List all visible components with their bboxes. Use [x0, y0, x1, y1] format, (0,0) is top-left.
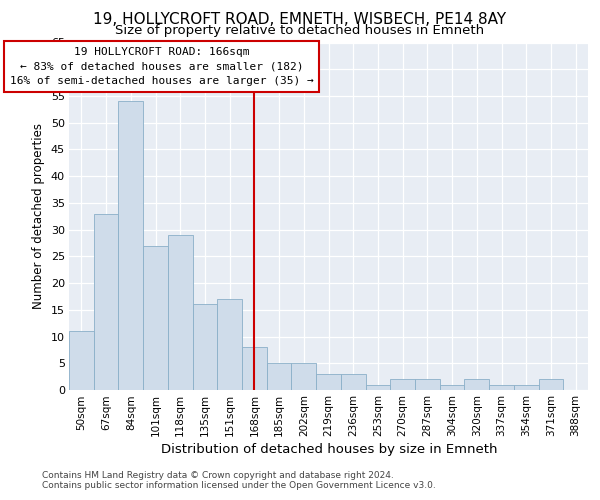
Bar — [118, 102, 143, 390]
Text: Size of property relative to detached houses in Emneth: Size of property relative to detached ho… — [115, 24, 485, 37]
Bar — [514, 384, 539, 390]
Bar — [69, 331, 94, 390]
Text: Contains HM Land Registry data © Crown copyright and database right 2024.: Contains HM Land Registry data © Crown c… — [42, 471, 394, 480]
Bar — [168, 235, 193, 390]
Bar — [217, 299, 242, 390]
Bar — [390, 380, 415, 390]
Bar — [242, 347, 267, 390]
Bar — [440, 384, 464, 390]
Bar — [341, 374, 365, 390]
Text: Contains public sector information licensed under the Open Government Licence v3: Contains public sector information licen… — [42, 481, 436, 490]
Bar — [415, 380, 440, 390]
Bar — [143, 246, 168, 390]
Bar — [193, 304, 217, 390]
Bar — [365, 384, 390, 390]
Bar — [316, 374, 341, 390]
Text: 19 HOLLYCROFT ROAD: 166sqm
← 83% of detached houses are smaller (182)
16% of sem: 19 HOLLYCROFT ROAD: 166sqm ← 83% of deta… — [10, 47, 314, 86]
Y-axis label: Number of detached properties: Number of detached properties — [32, 123, 45, 309]
Bar — [94, 214, 118, 390]
Text: Distribution of detached houses by size in Emneth: Distribution of detached houses by size … — [161, 442, 497, 456]
Bar — [292, 364, 316, 390]
Bar — [539, 380, 563, 390]
Bar — [464, 380, 489, 390]
Text: 19, HOLLYCROFT ROAD, EMNETH, WISBECH, PE14 8AY: 19, HOLLYCROFT ROAD, EMNETH, WISBECH, PE… — [94, 12, 506, 28]
Bar — [267, 364, 292, 390]
Bar — [489, 384, 514, 390]
